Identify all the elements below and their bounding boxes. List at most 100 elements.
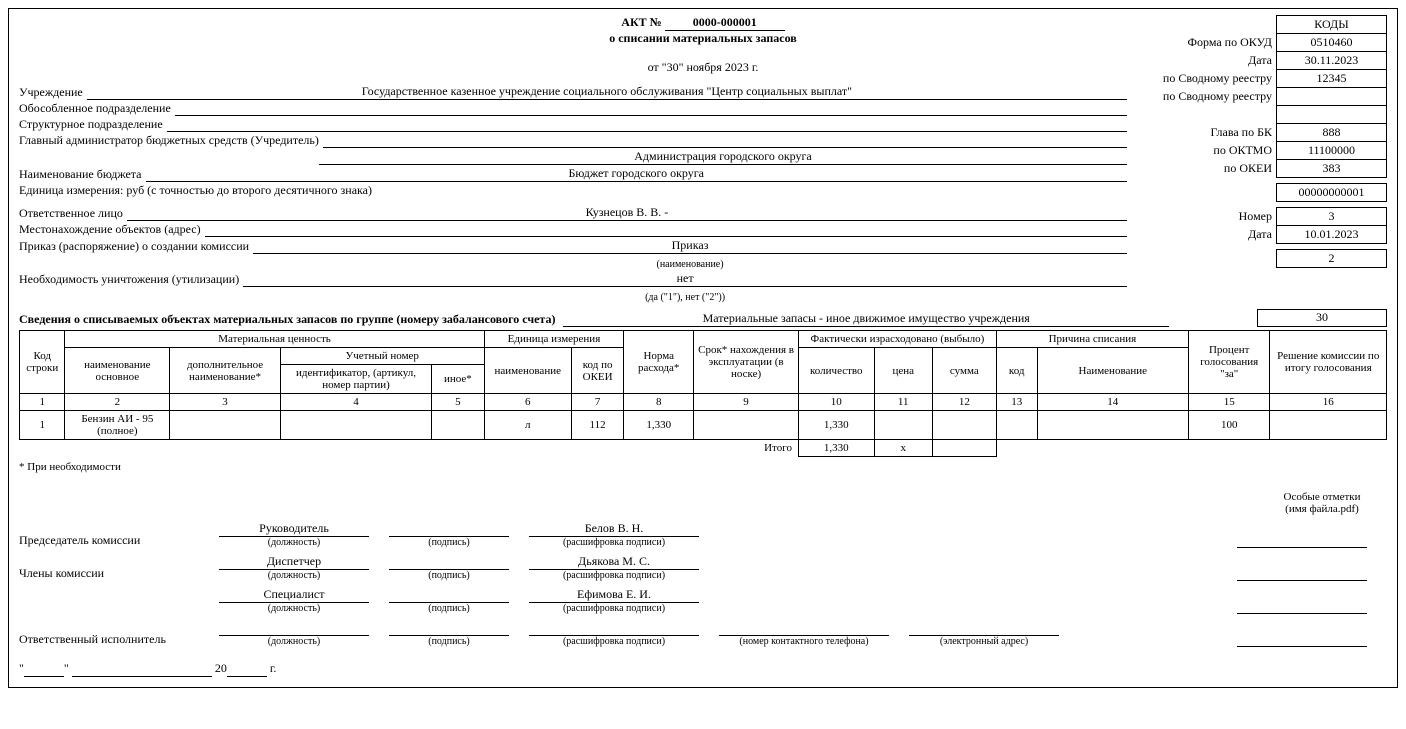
sign-chair: Председатель комиссии Руководитель(должн… [19, 521, 1387, 548]
codes-block: КОДЫ Форма по ОКУД0510460 Дата30.11.2023… [1159, 15, 1387, 268]
m2-mark [1237, 598, 1367, 614]
loc-value [205, 223, 1127, 237]
footnote: * При необходимости [19, 461, 1387, 473]
blank-value [1277, 106, 1387, 124]
svod2-value [1277, 88, 1387, 106]
m2-job: Специалист [219, 587, 369, 603]
h-reason: Причина списания [996, 331, 1188, 348]
m2-sign [389, 587, 509, 603]
total-sum [932, 440, 996, 457]
codes-table: КОДЫ Форма по ОКУД0510460 Дата30.11.2023… [1159, 15, 1387, 268]
svod2-label: по Сводному реестру [1159, 88, 1277, 106]
chair-name: Белов В. Н. [529, 521, 699, 537]
nomer-label: Номер [1159, 208, 1277, 226]
sign-resp-exec: Ответственный исполнитель (должность) (п… [19, 620, 1387, 647]
date-value: 30.11.2023 [1277, 52, 1387, 70]
h-name-main: наименование основное [65, 348, 170, 394]
budget-value: Бюджет городского округа [146, 166, 1127, 182]
okud-value: 0510460 [1277, 34, 1387, 52]
h-vote: Процент голосования "за" [1188, 331, 1270, 394]
resp-label: Ответственное лицо [19, 206, 127, 221]
chair-sign [389, 521, 509, 537]
re-job [219, 620, 369, 636]
table-row: 1 Бензин АИ - 95 (полное) л 112 1,330 1,… [20, 411, 1387, 440]
date-footer: " " 20 г. [19, 661, 1387, 677]
m1-mark [1237, 565, 1367, 581]
obosobl-value [175, 102, 1127, 116]
nomer-value: 3 [1277, 208, 1387, 226]
row-util-sub: Необходимость уничтожения (утилизации) (… [19, 288, 1387, 303]
glava-label: Глава по БК [1159, 124, 1277, 142]
re-phone [719, 620, 889, 636]
h-row: Код строки [20, 331, 65, 394]
m1-job: Диспетчер [219, 554, 369, 570]
chair-job: Руководитель [219, 521, 369, 537]
svod1-label: по Сводному реестру [1159, 70, 1277, 88]
h-sum: сумма [932, 348, 996, 394]
admin2-value: Администрация городского округа [319, 149, 1127, 165]
h-other: иное* [432, 365, 484, 394]
struct-label: Структурное подразделение [19, 117, 167, 132]
re-mark [1237, 631, 1367, 647]
oktmo-label: по ОКТМО [1159, 142, 1277, 160]
uchr-value: Государственное казенное учреждение соци… [87, 84, 1127, 100]
util-value: нет [243, 271, 1127, 287]
h-norm: Норма расхода* [624, 331, 694, 394]
h-mat: Материальная ценность [65, 331, 484, 348]
group-title: Сведения о списываемых объектах материал… [19, 312, 555, 327]
date2-label: Дата [1159, 226, 1277, 244]
total-label: Итого [20, 440, 799, 457]
re-email [909, 620, 1059, 636]
h-code: код [996, 348, 1037, 394]
total-row: Итого 1,330 x [20, 440, 1387, 457]
num-row: 1 2 3 4 5 6 7 8 9 10 11 12 13 14 15 16 [20, 394, 1387, 411]
h-acc: Учетный номер [280, 348, 484, 365]
group-value: Материальные запасы - иное движимое имущ… [563, 311, 1169, 327]
resp-value: Кузнецов В. В. - [127, 205, 1127, 221]
resp-code: 00000000001 [1277, 184, 1387, 202]
util-sub: (да ("1"), нет ("2")) [243, 292, 1127, 303]
h-fact: Фактически израсходовано (выбыло) [798, 331, 996, 348]
loc-label: Местонахождение объектов (адрес) [19, 222, 205, 237]
total-price: x [874, 440, 932, 457]
re-sign [389, 620, 509, 636]
svod1-value: 12345 [1277, 70, 1387, 88]
order-label: Приказ (распоряжение) о создании комисси… [19, 239, 253, 254]
document-container: КОДЫ Форма по ОКУД0510460 Дата30.11.2023… [8, 8, 1398, 688]
okud-label: Форма по ОКУД [1159, 34, 1277, 52]
total-qty: 1,330 [798, 440, 874, 457]
h-reason-name: Наименование [1037, 348, 1188, 394]
resp-exec-label: Ответственный исполнитель [19, 632, 219, 647]
okei-value: 383 [1277, 160, 1387, 178]
blank-label [1159, 106, 1277, 124]
members-label: Члены комиссии [19, 566, 219, 581]
m1-sign [389, 554, 509, 570]
util-code: 2 [1277, 250, 1387, 268]
h-name-add: дополнительное наименование* [170, 348, 281, 394]
act-label: АКТ № [621, 15, 661, 29]
m2-name: Ефимова Е. И. [529, 587, 699, 603]
h-price: цена [874, 348, 932, 394]
date-label: Дата [1159, 52, 1277, 70]
sign-member1: Члены комиссии Диспетчер(должность) (под… [19, 554, 1387, 581]
marks-label: Особые отметки (имя файла.pdf) [1257, 491, 1387, 515]
chair-mark [1237, 532, 1367, 548]
h-unit: Единица измерения [484, 331, 624, 348]
codes-title: КОДЫ [1277, 16, 1387, 34]
uchr-label: Учреждение [19, 85, 87, 100]
order-value: Приказ [253, 238, 1127, 254]
h-qty: количество [798, 348, 874, 394]
glava-value: 888 [1277, 124, 1387, 142]
h-decision: Решение комиссии по итогу голосования [1270, 331, 1387, 394]
h-unit-name: наименование [484, 348, 571, 394]
admin-value [323, 134, 1127, 148]
util-label: Необходимость уничтожения (утилизации) [19, 272, 243, 287]
sign-area: Особые отметки (имя файла.pdf) Председат… [19, 491, 1387, 677]
oktmo-value: 11100000 [1277, 142, 1387, 160]
h-okei: код по ОКЕИ [571, 348, 623, 394]
admin-label: Главный администратор бюджетных средств … [19, 133, 323, 148]
date2-value: 10.01.2023 [1277, 226, 1387, 244]
h-ident: идентификатор, (артикул, номер партии) [280, 365, 431, 394]
main-table: Код строки Материальная ценность Единица… [19, 330, 1387, 457]
sign-member2: Специалист(должность) (подпись) Ефимова … [19, 587, 1387, 614]
